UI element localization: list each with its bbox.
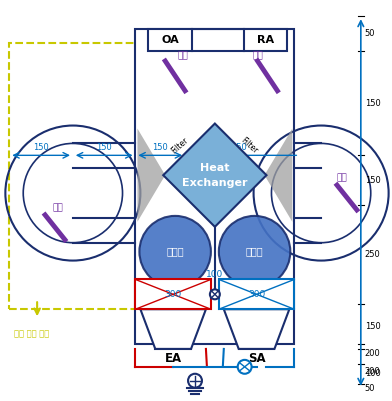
Polygon shape bbox=[138, 128, 165, 222]
Text: 송풍기: 송풍기 bbox=[166, 247, 184, 257]
Bar bbox=[148, 29, 192, 51]
Text: 하부 설치 검토: 하부 설치 검토 bbox=[14, 330, 49, 338]
Text: 300: 300 bbox=[248, 290, 265, 299]
Text: 50: 50 bbox=[365, 29, 375, 38]
Circle shape bbox=[210, 290, 220, 299]
Text: OA: OA bbox=[162, 35, 179, 45]
Circle shape bbox=[219, 216, 290, 288]
Polygon shape bbox=[224, 309, 289, 349]
Text: 200: 200 bbox=[365, 367, 381, 376]
Text: 100: 100 bbox=[206, 270, 223, 279]
Bar bbox=[244, 29, 287, 51]
Text: 100: 100 bbox=[365, 369, 381, 378]
Bar bbox=[9, 43, 148, 309]
Text: RA: RA bbox=[257, 35, 274, 45]
Polygon shape bbox=[265, 128, 292, 222]
Polygon shape bbox=[140, 309, 206, 349]
Text: Exchanger: Exchanger bbox=[182, 178, 248, 188]
Text: 150: 150 bbox=[365, 99, 381, 108]
Text: 150: 150 bbox=[96, 143, 112, 152]
Bar bbox=[135, 279, 211, 309]
Text: EA: EA bbox=[165, 352, 182, 365]
Text: 송풍기: 송풍기 bbox=[246, 247, 263, 257]
Text: SA: SA bbox=[248, 352, 265, 365]
Polygon shape bbox=[163, 124, 267, 227]
Text: 댐퍼: 댐퍼 bbox=[178, 52, 189, 61]
Circle shape bbox=[238, 360, 252, 374]
Text: 300: 300 bbox=[165, 290, 182, 299]
Text: 댐퍼: 댐퍼 bbox=[336, 174, 347, 183]
Bar bbox=[135, 29, 294, 344]
Text: 200: 200 bbox=[365, 349, 381, 358]
Circle shape bbox=[140, 216, 211, 288]
Text: 150: 150 bbox=[365, 322, 381, 331]
Text: Filter: Filter bbox=[170, 136, 191, 155]
Text: 50: 50 bbox=[365, 384, 375, 393]
Bar bbox=[219, 279, 294, 309]
Text: 댐퍼: 댐퍼 bbox=[52, 203, 63, 213]
Text: 댐퍼: 댐퍼 bbox=[252, 52, 263, 61]
Text: 150: 150 bbox=[152, 143, 168, 152]
Text: Heat: Heat bbox=[200, 163, 230, 173]
Circle shape bbox=[188, 374, 202, 388]
Text: 150: 150 bbox=[33, 143, 49, 152]
Text: 250: 250 bbox=[365, 250, 381, 259]
Text: Filter: Filter bbox=[240, 136, 260, 155]
Text: 250: 250 bbox=[232, 143, 248, 152]
Text: 150: 150 bbox=[365, 176, 381, 184]
